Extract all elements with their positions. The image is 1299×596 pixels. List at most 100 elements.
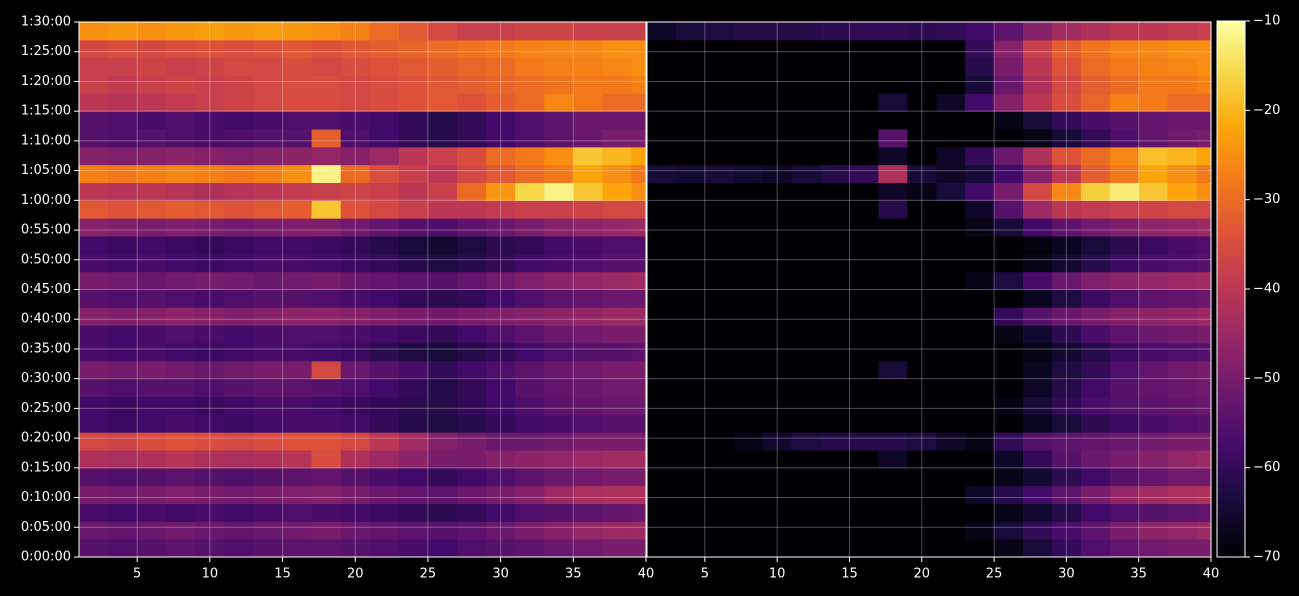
heatmap-cell	[602, 343, 632, 362]
heatmap-cell	[544, 343, 574, 362]
heatmap-cell	[849, 432, 879, 451]
heatmap-cell	[398, 271, 429, 290]
heatmap-cell	[515, 57, 545, 76]
heatmap-cell	[544, 164, 574, 183]
heatmap-cell	[878, 146, 908, 166]
heatmap-cell	[1023, 218, 1053, 237]
heatmap-cell	[733, 146, 764, 166]
heatmap-cell	[965, 129, 995, 148]
heatmap-cell	[820, 39, 850, 59]
heatmap-cell	[1109, 485, 1140, 504]
heatmap-cell	[907, 146, 937, 166]
heatmap-cell	[340, 343, 371, 362]
x-tick-label: 15	[274, 567, 291, 582]
heatmap-cell	[166, 503, 196, 522]
heatmap-cell	[108, 57, 138, 76]
y-tick-label: 1:30:00	[21, 15, 71, 30]
heatmap-cell	[602, 146, 632, 166]
heatmap-cell	[137, 414, 167, 433]
heatmap-cell	[1109, 93, 1140, 112]
heatmap-cell	[1138, 236, 1169, 255]
heatmap-cell	[762, 539, 793, 557]
heatmap-cell	[311, 236, 342, 255]
heatmap-cell	[878, 503, 908, 522]
heatmap-cell	[1196, 39, 1211, 59]
heatmap-cell	[427, 503, 458, 522]
heatmap-cell	[994, 93, 1024, 112]
heatmap-cell	[108, 432, 138, 451]
heatmap-cell	[1138, 164, 1169, 183]
heatmap-cell	[573, 307, 603, 326]
x-tick-label: 10	[769, 567, 786, 582]
heatmap-cell	[311, 325, 342, 344]
heatmap-cell	[733, 218, 764, 237]
heatmap-cell	[791, 200, 822, 219]
heatmap-cell	[1109, 307, 1140, 326]
heatmap-cell	[631, 129, 646, 148]
y-tick-label: 0:45:00	[21, 282, 71, 297]
heatmap-cell	[1023, 129, 1053, 148]
heatmap-cell	[515, 289, 545, 308]
heatmap-cell	[398, 378, 429, 397]
heatmap-cell	[675, 253, 706, 273]
heatmap-cell	[1023, 236, 1053, 255]
x-tick-label: 5	[133, 567, 141, 582]
heatmap-cell	[573, 93, 603, 112]
heatmap-cell	[1196, 111, 1211, 130]
heatmap-cell	[791, 539, 822, 557]
heatmap-cell	[457, 343, 487, 362]
heatmap-cell	[195, 485, 225, 504]
heatmap-cell	[1196, 343, 1211, 362]
heatmap-cell	[544, 22, 574, 41]
heatmap-cell	[1080, 253, 1111, 273]
heatmap-cell	[1196, 503, 1211, 522]
heatmap-cell	[878, 396, 908, 415]
heatmap-cell	[994, 485, 1024, 504]
heatmap-cell	[108, 253, 138, 273]
heatmap-cell	[1138, 129, 1169, 148]
heatmap-cell	[398, 75, 429, 94]
heatmap-cell	[398, 325, 429, 344]
heatmap-cell	[849, 129, 879, 148]
heatmap-cell	[340, 485, 371, 504]
heatmap-cell	[340, 307, 371, 326]
heatmap-cell	[1023, 378, 1053, 397]
heatmap-cell	[137, 325, 167, 344]
heatmap-cell	[675, 432, 706, 451]
heatmap-cell	[733, 467, 764, 487]
heatmap-cell	[647, 450, 677, 469]
heatmap-cell	[544, 93, 574, 112]
heatmap-cell	[166, 129, 196, 148]
heatmap-cell	[820, 343, 850, 362]
heatmap-cell	[1023, 307, 1053, 326]
heatmap-cell	[398, 164, 429, 183]
heatmap-cell	[427, 164, 458, 183]
y-tick-label: 0:00:00	[21, 550, 71, 565]
heatmap-cell	[369, 129, 400, 148]
heatmap-cell	[573, 343, 603, 362]
heatmap-cell	[1167, 521, 1198, 540]
heatmap-cell	[340, 467, 371, 487]
heatmap-cell	[544, 450, 574, 469]
heatmap-cell	[1196, 236, 1211, 255]
heatmap-cell	[936, 129, 966, 148]
heatmap-cell	[544, 307, 574, 326]
heatmap-cell	[340, 289, 371, 308]
heatmap-cell	[647, 75, 677, 94]
heatmap-cell	[1051, 129, 1082, 148]
heatmap-cell	[878, 378, 908, 397]
heatmap-cell	[994, 146, 1024, 166]
heatmap-cell	[253, 450, 284, 469]
heatmap-cell	[762, 146, 793, 166]
heatmap-cell	[224, 378, 254, 397]
y-tick-label: 1:00:00	[21, 193, 71, 208]
heatmap-cell	[733, 93, 764, 112]
heatmap-cell	[631, 396, 646, 415]
heatmap-cell	[994, 164, 1024, 183]
heatmap-cell	[515, 485, 545, 504]
heatmap-cell	[878, 539, 908, 557]
heatmap-cell	[1109, 289, 1140, 308]
heatmap-cell	[369, 360, 400, 380]
heatmap-cell	[647, 218, 677, 237]
heatmap-cell	[108, 521, 138, 540]
